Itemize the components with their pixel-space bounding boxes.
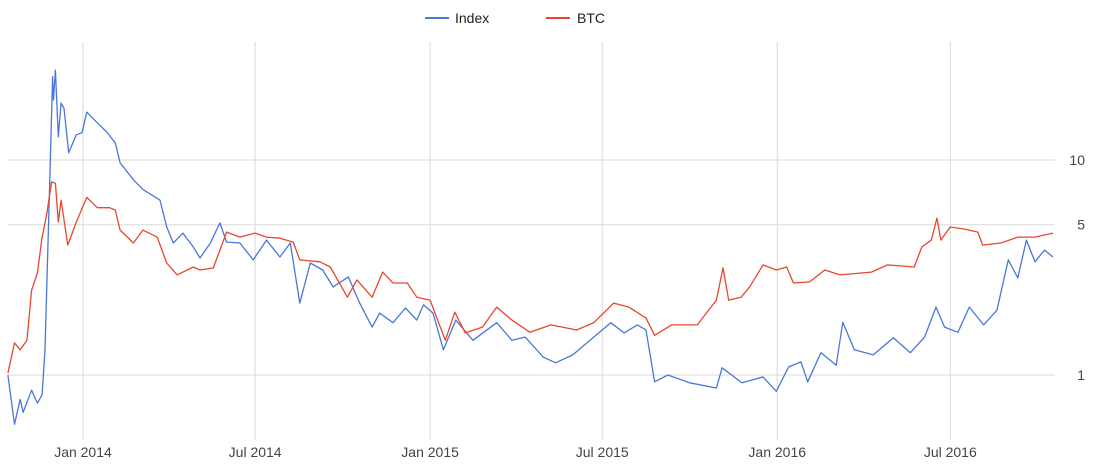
- legend-item-btc[interactable]: BTC: [546, 10, 605, 26]
- legend-label-btc: BTC: [577, 10, 605, 26]
- legend-label-index: Index: [455, 10, 489, 26]
- series-line-btc: [7, 181, 1054, 374]
- legend[interactable]: Index BTC: [425, 10, 605, 26]
- y-tick-label: 5: [1077, 217, 1085, 233]
- series-lines: [7, 69, 1054, 425]
- x-tick-label: Jul 2014: [229, 444, 282, 460]
- x-tick-label: Jan 2015: [401, 444, 459, 460]
- x-axis-ticks: Jan 2014 Jul 2014 Jan 2015 Jul 2015 Jan 2016…: [54, 444, 977, 460]
- legend-item-index[interactable]: Index: [425, 10, 489, 26]
- y-tick-label: 1: [1077, 367, 1085, 383]
- gridlines: [8, 42, 1055, 440]
- x-tick-label: Jan 2014: [54, 444, 112, 460]
- x-tick-label: Jul 2015: [576, 444, 629, 460]
- y-tick-label: 10: [1069, 152, 1085, 168]
- x-tick-label: Jul 2016: [924, 444, 977, 460]
- series-line-index: [7, 69, 1054, 425]
- x-tick-label: Jan 2016: [748, 444, 806, 460]
